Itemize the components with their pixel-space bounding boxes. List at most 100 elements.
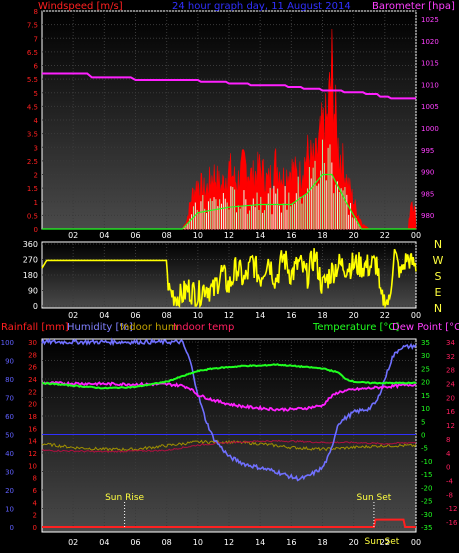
- barometer-tick-980: 980: [421, 212, 434, 220]
- wind-average-line: [42, 173, 416, 230]
- dewpoint-tick-4: 4: [446, 450, 451, 458]
- temperature-line: [41, 363, 417, 390]
- compass-label-N-0: N: [434, 238, 442, 251]
- temperature-time-ticks: 02 04 06 08 10 12 14 16 18 20 22 00: [68, 538, 421, 547]
- direction-tick-270: 270: [23, 256, 38, 265]
- temperature-tick-20: 20: [421, 379, 430, 387]
- wind-time-tick-06: 06: [130, 231, 140, 240]
- windspeed-tick-6.5: 6.5: [27, 49, 38, 57]
- direction-time-tick-16: 16: [286, 311, 296, 320]
- direction-time-ticks: 02 04 06 08 10 12 14 16 18 20 22 00: [68, 311, 421, 320]
- compass-label-W-1: W: [433, 254, 444, 267]
- wind-time-tick-00: 00: [411, 231, 421, 240]
- wind-time-tick-08: 08: [162, 231, 172, 240]
- windspeed-tick-0.5: 0.5: [27, 212, 38, 220]
- temperature-tick-25: 25: [421, 365, 430, 373]
- wind-time-tick-22: 22: [380, 231, 390, 240]
- rainfall-tick-26: 26: [28, 364, 37, 372]
- temperature-time-tick-02: 02: [68, 538, 78, 547]
- windspeed-tick-6: 6: [34, 63, 39, 71]
- sun-set-label: Sun Set: [357, 493, 392, 503]
- direction-time-tick-10: 10: [193, 311, 203, 320]
- windspeed-tick-2: 2: [34, 172, 38, 180]
- direction-tick-180: 180: [23, 271, 38, 280]
- temperature-time-tick-18: 18: [317, 538, 327, 547]
- temperature-time-tick-14: 14: [255, 538, 265, 547]
- dewpoint-tick-24: 24: [446, 381, 455, 389]
- temperature-tick-35: 35: [421, 339, 430, 347]
- barometer-tick-1015: 1015: [421, 60, 439, 68]
- windspeed-ticks: 0 0.5 1 1.5 2 2.5 3 3.5 4 4.5 5 5.5 6 6.5 7 7.5 8: [27, 8, 39, 234]
- dewpoint-ticks: -16 -12 -8 -4 0 4 8 12 16 20 24 28 32 34: [446, 339, 458, 527]
- dewpoint-tick--8: -8: [446, 491, 453, 499]
- barometer-tick-990: 990: [421, 169, 434, 177]
- compass-label-E-3: E: [435, 286, 442, 299]
- dewpoint-axis-title: Dew Point [°C]: [392, 322, 459, 333]
- temperature-tick--20: -20: [421, 484, 432, 492]
- humidity-tick-40: 40: [5, 450, 14, 458]
- rainfall-line: [42, 518, 416, 528]
- rainfall-tick-10: 10: [28, 462, 37, 470]
- rainfall-tick-30: 30: [28, 339, 37, 347]
- dewpoint-tick-0: 0: [446, 464, 450, 472]
- dewpoint-tick--12: -12: [446, 505, 457, 513]
- dewpoint-tick-20: 20: [446, 394, 455, 402]
- humidity-tick-60: 60: [5, 413, 14, 421]
- dewpoint-tick--16: -16: [446, 519, 458, 527]
- windspeed-tick-7.5: 7.5: [27, 22, 38, 30]
- rainfall-tick-0: 0: [33, 524, 37, 532]
- windspeed-tick-0: 0: [34, 226, 38, 234]
- windspeed-tick-5: 5: [34, 90, 38, 98]
- rainfall-tick-22: 22: [28, 388, 37, 396]
- direction-tick-0: 0: [33, 302, 38, 311]
- temperature-time-tick-20: 20: [349, 538, 359, 547]
- direction-time-tick-12: 12: [224, 311, 234, 320]
- direction-tick-360: 360: [23, 240, 38, 249]
- temperature-time-tick-12: 12: [224, 538, 234, 547]
- chart-title: 24 hour graph day, 11 August 2014: [172, 1, 351, 12]
- windspeed-tick-3: 3: [34, 144, 38, 152]
- windspeed-tick-3.5: 3.5: [27, 131, 38, 139]
- windspeed-tick-1.5: 1.5: [27, 185, 38, 193]
- direction-tick-90: 90: [28, 287, 38, 296]
- humidity-tick-30: 30: [5, 469, 14, 477]
- dewpoint-tick-28: 28: [446, 367, 455, 375]
- barometer-tick-1020: 1020: [421, 38, 439, 46]
- temperature-time-tick-06: 06: [130, 538, 140, 547]
- direction-time-tick-18: 18: [317, 311, 327, 320]
- rainfall-tick-2: 2: [33, 512, 37, 520]
- humidity-tick-10: 10: [5, 506, 14, 514]
- temperature-tick-0: 0: [421, 432, 425, 440]
- temperature-tick--25: -25: [421, 498, 432, 506]
- dewpoint-tick-34: 34: [446, 339, 455, 347]
- direction-time-tick-00: 00: [411, 311, 421, 320]
- dewpoint-tick-32: 32: [446, 353, 455, 361]
- humidity-tick-90: 90: [5, 358, 14, 366]
- wind-time-tick-18: 18: [317, 231, 327, 240]
- temperature-ticks: -35 -30 -25 -20 -15 -10 -5 0 5 10 15 20 25 30 35: [421, 339, 432, 532]
- windspeed-tick-5.5: 5.5: [27, 76, 38, 84]
- rainfall-tick-8: 8: [33, 475, 37, 483]
- humidity-tick-50: 50: [5, 432, 14, 440]
- direction-time-tick-22: 22: [380, 311, 390, 320]
- dewpoint-tick-12: 12: [446, 422, 455, 430]
- windspeed-tick-4.5: 4.5: [27, 103, 38, 111]
- direction-time-tick-14: 14: [255, 311, 265, 320]
- rainfall-tick-14: 14: [28, 438, 37, 446]
- indoor-temp-title: Indoor temp: [173, 322, 234, 333]
- wind-time-tick-14: 14: [255, 231, 265, 240]
- direction-time-tick-08: 08: [162, 311, 172, 320]
- wind-series: [42, 28, 417, 230]
- windspeed-tick-4: 4: [34, 117, 39, 125]
- rainfall-tick-12: 12: [28, 450, 37, 458]
- temperature-tick-30: 30: [421, 352, 430, 360]
- indoor-temperature-line: [41, 439, 417, 454]
- rainfall-tick-24: 24: [28, 376, 37, 384]
- indoor-hum-title: Indoor hum: [120, 322, 178, 333]
- barometer-tick-985: 985: [421, 190, 434, 198]
- direction-time-tick-20: 20: [349, 311, 359, 320]
- direction-degree-ticks: 0 90 180 270 360: [23, 240, 38, 311]
- rainfall-tick-28: 28: [28, 351, 37, 359]
